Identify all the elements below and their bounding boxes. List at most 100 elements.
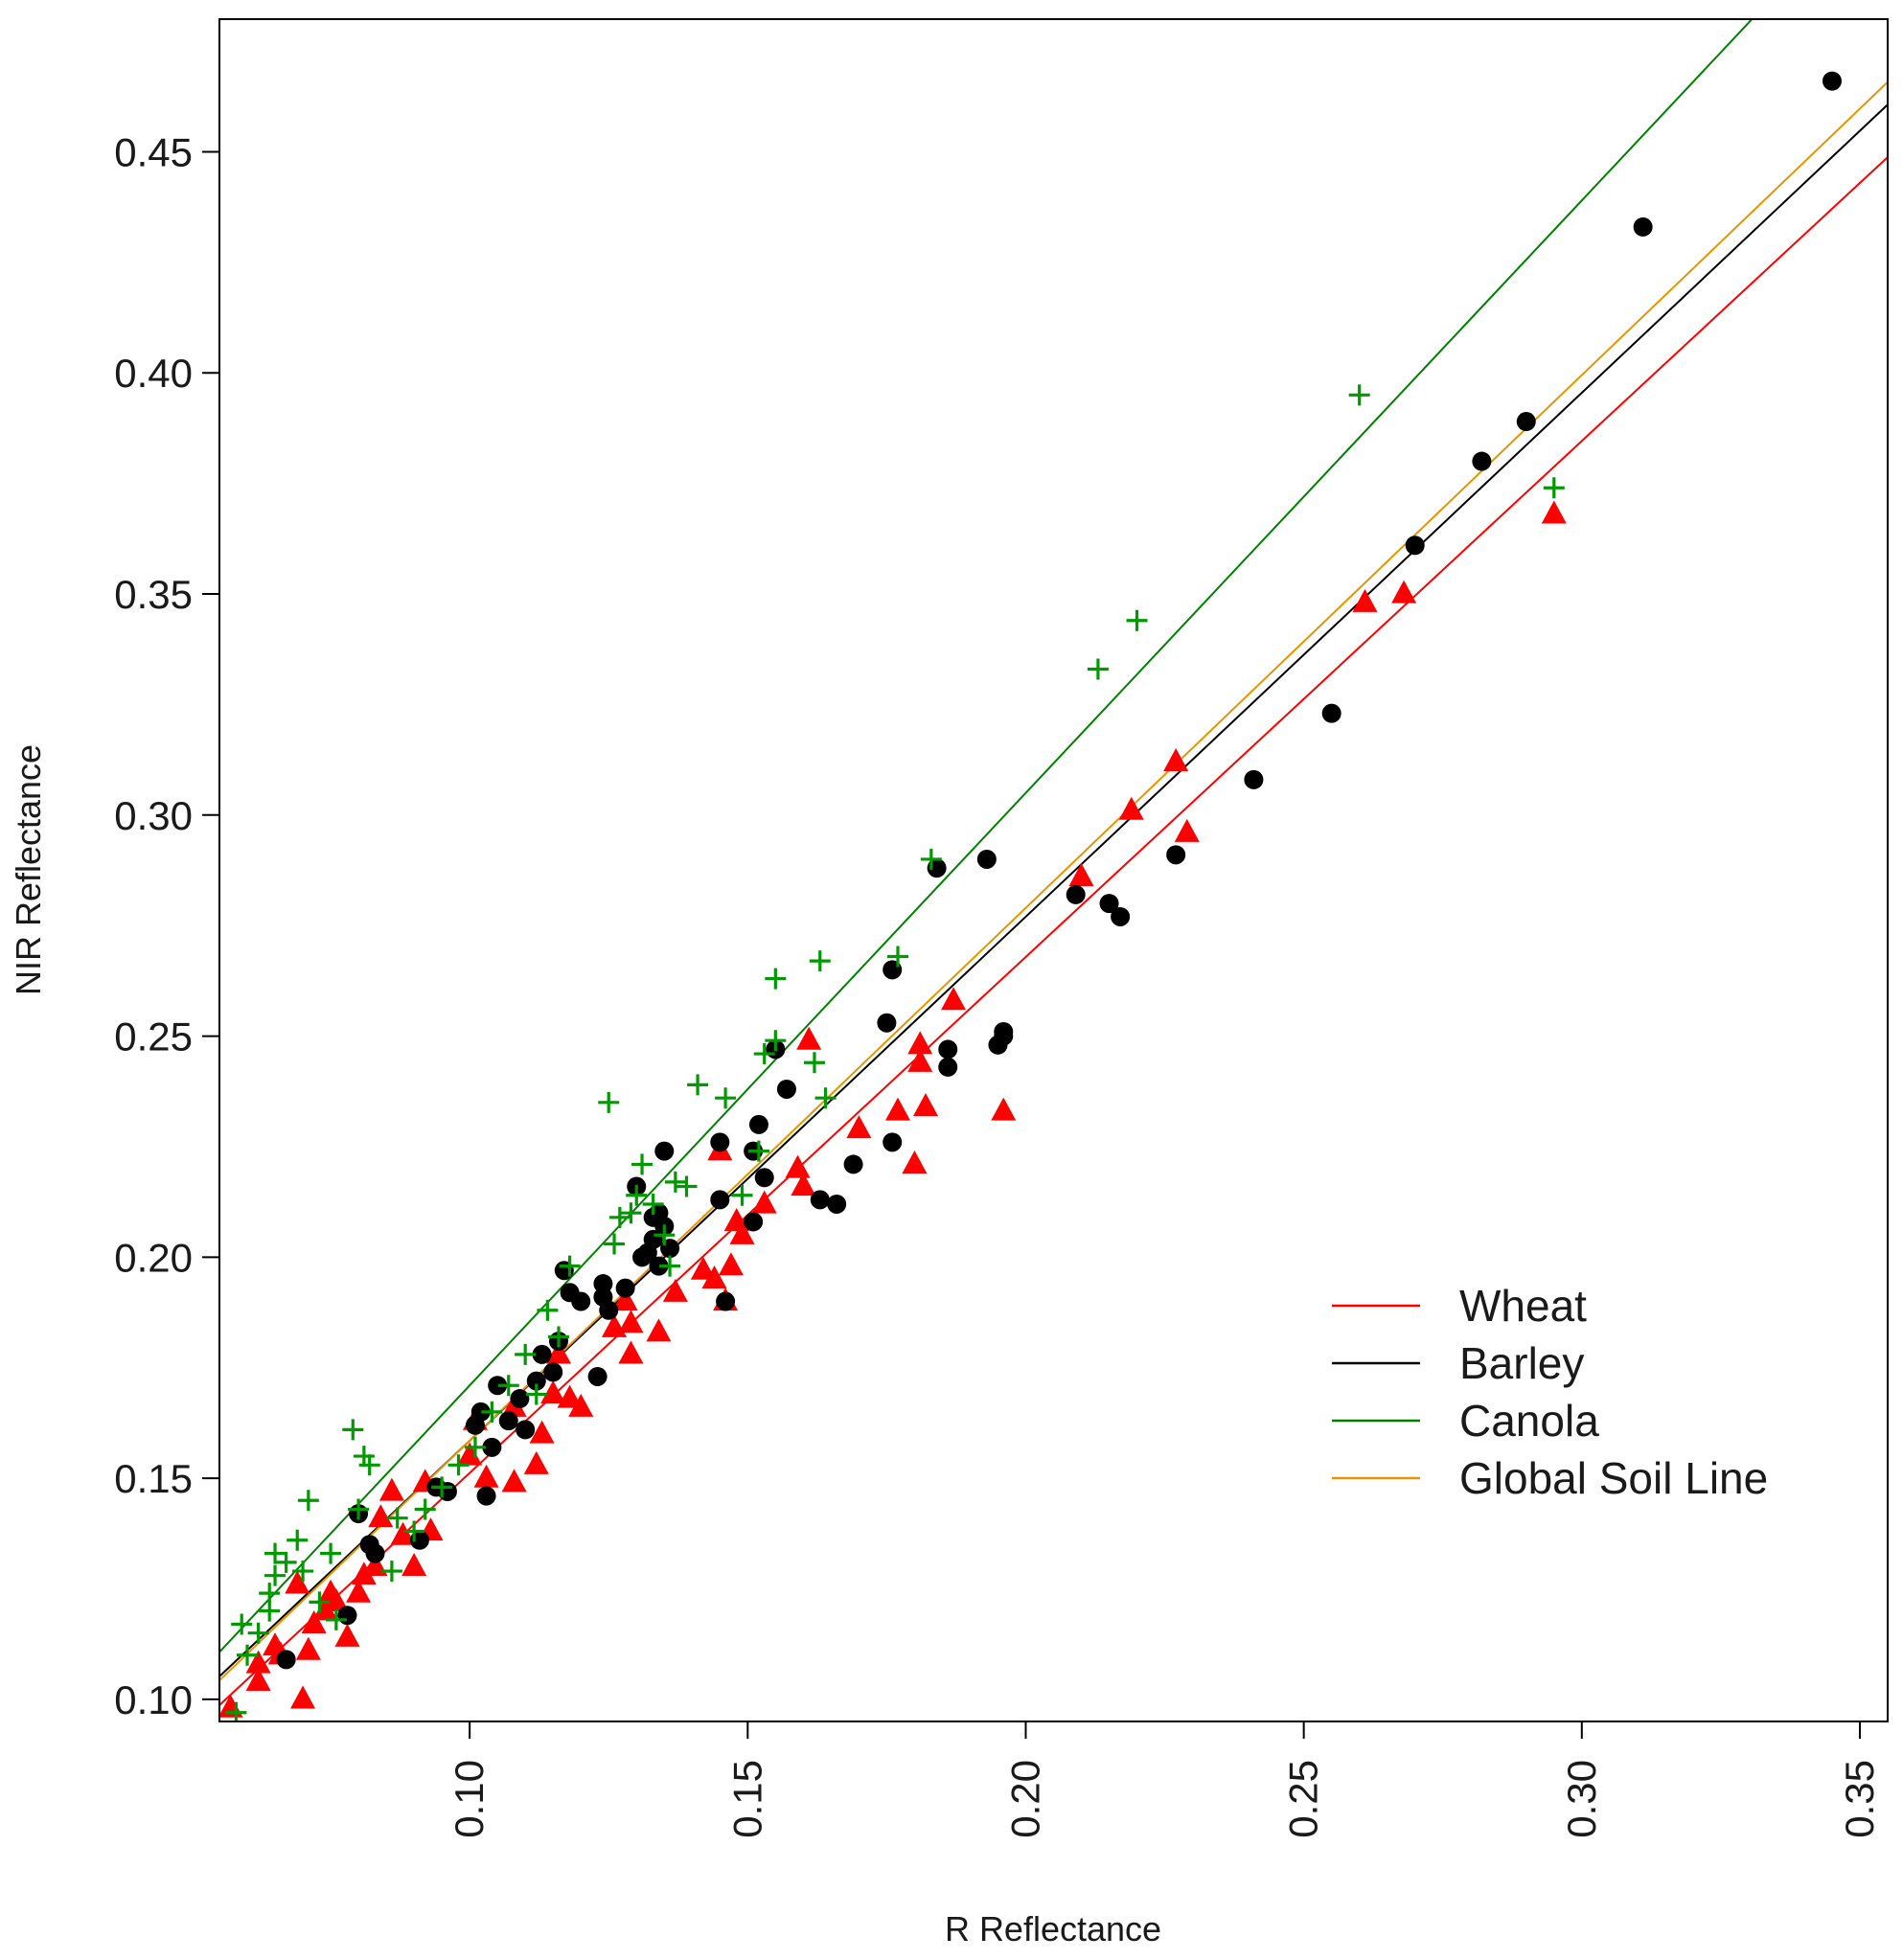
barley-point: [276, 1650, 296, 1670]
canola-point: [803, 1052, 825, 1074]
barley-point: [810, 1190, 830, 1210]
canola-point: [231, 1613, 253, 1635]
wheat-point: [245, 1650, 271, 1674]
barley-point: [516, 1420, 536, 1440]
canola-point: [264, 1542, 287, 1564]
canola-point: [626, 1184, 648, 1206]
canola-point: [515, 1343, 537, 1365]
y-tick-label: 0.10: [114, 1677, 193, 1722]
canola-point: [464, 1436, 486, 1458]
legend-label: Wheat: [1459, 1281, 1587, 1331]
barley-point: [498, 1411, 518, 1431]
barley-point: [748, 1114, 768, 1134]
barley-point: [649, 1256, 669, 1276]
barley-point: [994, 1021, 1014, 1041]
wheat-point: [646, 1318, 672, 1342]
regression-line-global-soil-line: [219, 80, 1888, 1681]
canola-point: [342, 1419, 364, 1441]
barley-point: [337, 1606, 357, 1626]
y-axis-title: NIR Reflectance: [9, 744, 48, 995]
canola-point: [598, 1091, 620, 1113]
canola-point: [659, 1255, 681, 1277]
wheat-point: [902, 1151, 928, 1174]
canola-point: [287, 1529, 309, 1551]
barley-point: [587, 1366, 608, 1386]
barley-point: [1099, 894, 1119, 914]
canola-point: [431, 1476, 453, 1498]
barley-point: [1405, 536, 1425, 556]
barley-point: [1066, 884, 1086, 904]
canola-point: [664, 1171, 686, 1193]
canola-point: [292, 1561, 314, 1583]
wheat-point: [546, 1340, 572, 1364]
wheat-point: [796, 1026, 822, 1050]
canola-point: [631, 1153, 653, 1175]
wheat-point: [390, 1521, 416, 1545]
canola-point: [225, 1701, 247, 1721]
y-tick-label: 0.35: [114, 572, 193, 617]
canola-point: [1126, 609, 1148, 631]
canola-point: [1087, 658, 1109, 680]
wheat-point: [323, 1587, 349, 1611]
canola-point: [604, 1233, 626, 1255]
barley-point: [710, 1132, 730, 1152]
canola-point: [814, 1087, 837, 1109]
wheat-point: [1118, 796, 1144, 820]
canola-point: [358, 1454, 380, 1476]
barley-point: [976, 849, 997, 869]
wheat-point: [334, 1623, 360, 1647]
wheat-point: [346, 1579, 372, 1603]
barley-point: [532, 1344, 552, 1364]
wheat-point: [529, 1420, 555, 1444]
barley-point: [938, 1039, 958, 1060]
barley-point: [1111, 906, 1131, 926]
legend-label: Barley: [1459, 1338, 1584, 1388]
canola-point: [537, 1299, 559, 1321]
wheat-point: [885, 1097, 911, 1121]
y-tick-label: 0.25: [114, 1014, 193, 1060]
canola-point: [887, 946, 909, 968]
barley-point: [482, 1437, 502, 1457]
x-tick-label: 0.15: [724, 1760, 769, 1838]
wheat-point: [540, 1380, 566, 1404]
wheat-point: [1174, 818, 1200, 842]
canola-point: [559, 1255, 581, 1277]
canola-point: [920, 848, 942, 870]
barley-point: [488, 1376, 508, 1396]
canola-point: [747, 1140, 769, 1162]
wheat-point: [718, 1252, 744, 1276]
canola-point: [447, 1454, 470, 1476]
canola-point: [325, 1608, 347, 1630]
canola-point: [320, 1542, 342, 1564]
barley-point: [1321, 703, 1341, 723]
barley-point: [1516, 412, 1536, 432]
wheat-point: [368, 1504, 394, 1528]
canola-point: [259, 1600, 281, 1622]
x-axis-title: R Reflectance: [945, 1909, 1161, 1949]
y-tick-label: 0.30: [114, 793, 193, 838]
barley-point: [1633, 217, 1653, 237]
wheat-point: [1068, 863, 1094, 887]
barley-point: [716, 1291, 736, 1311]
canola-point: [414, 1498, 436, 1520]
barley-point: [615, 1278, 635, 1298]
canola-point: [403, 1520, 425, 1542]
barley-point: [754, 1168, 774, 1188]
wheat-point: [846, 1115, 872, 1139]
barley-point: [365, 1543, 385, 1563]
barley-point: [571, 1291, 591, 1311]
canola-point: [380, 1561, 402, 1583]
canola-point: [809, 950, 831, 972]
wheat-point: [791, 1173, 816, 1197]
wheat-point: [618, 1310, 644, 1333]
wheat-point: [751, 1190, 777, 1214]
canola-point: [642, 1193, 664, 1215]
barley-point: [1472, 451, 1492, 471]
canola-point: [297, 1490, 319, 1512]
canola-point: [1543, 477, 1565, 499]
wheat-point: [662, 1278, 688, 1302]
barley-point: [526, 1371, 546, 1391]
canola-point: [259, 1583, 281, 1605]
barley-point: [710, 1190, 730, 1210]
